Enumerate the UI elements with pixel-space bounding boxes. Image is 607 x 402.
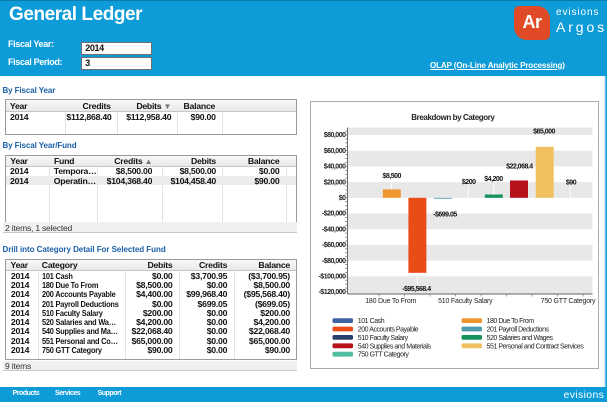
svg-text:$22,068.4: $22,068.4 — [506, 164, 533, 171]
svg-text:180 Due To From: 180 Due To From — [487, 318, 535, 325]
svg-text:520 Salaries and Wages: 520 Salaries and Wages — [487, 335, 554, 342]
svg-text:540 Supplies and Materials: 540 Supplies and Materials — [358, 343, 432, 350]
svg-text:$200: $200 — [462, 179, 476, 186]
svg-text:$4,200: $4,200 — [484, 176, 503, 183]
svg-text:-$80,000: -$80,000 — [322, 258, 346, 265]
svg-text:$8,500: $8,500 — [382, 173, 401, 180]
svg-text:201 Payroll Deductions: 201 Payroll Deductions — [487, 327, 550, 334]
svg-text:-$20,000: -$20,000 — [322, 211, 346, 218]
svg-text:551 Personal and Contract Serv: 551 Personal and Contract Services — [487, 343, 585, 350]
svg-text:$80,000: $80,000 — [324, 132, 346, 139]
svg-text:$0: $0 — [339, 195, 346, 202]
svg-text:Breakdown by Category: Breakdown by Category — [411, 113, 495, 122]
svg-text:$90: $90 — [566, 179, 577, 186]
svg-text:-$60,000: -$60,000 — [322, 242, 346, 249]
svg-text:750 GTT Category: 750 GTT Category — [358, 352, 410, 359]
svg-text:101 Cash: 101 Cash — [358, 318, 385, 325]
svg-text:510 Faculty Salary: 510 Faculty Salary — [438, 298, 493, 305]
svg-text:$60,000: $60,000 — [324, 148, 346, 155]
svg-text:200 Accounts Payable: 200 Accounts Payable — [358, 327, 419, 334]
svg-text:510 Faculty Salary: 510 Faculty Salary — [358, 335, 409, 342]
svg-text:-$100,000: -$100,000 — [318, 274, 346, 281]
svg-text:-$95,568.4: -$95,568.4 — [402, 286, 431, 293]
svg-text:750 GTT Category: 750 GTT Category — [541, 298, 596, 305]
svg-text:$65,000: $65,000 — [533, 128, 555, 135]
svg-text:$20,000: $20,000 — [324, 179, 346, 186]
svg-text:180 Due To From: 180 Due To From — [365, 298, 416, 305]
svg-text:-$40,000: -$40,000 — [322, 226, 346, 233]
svg-text:-$699.05: -$699.05 — [433, 212, 457, 219]
svg-text:$40,000: $40,000 — [324, 164, 346, 171]
svg-text:-$120,000: -$120,000 — [318, 289, 346, 296]
